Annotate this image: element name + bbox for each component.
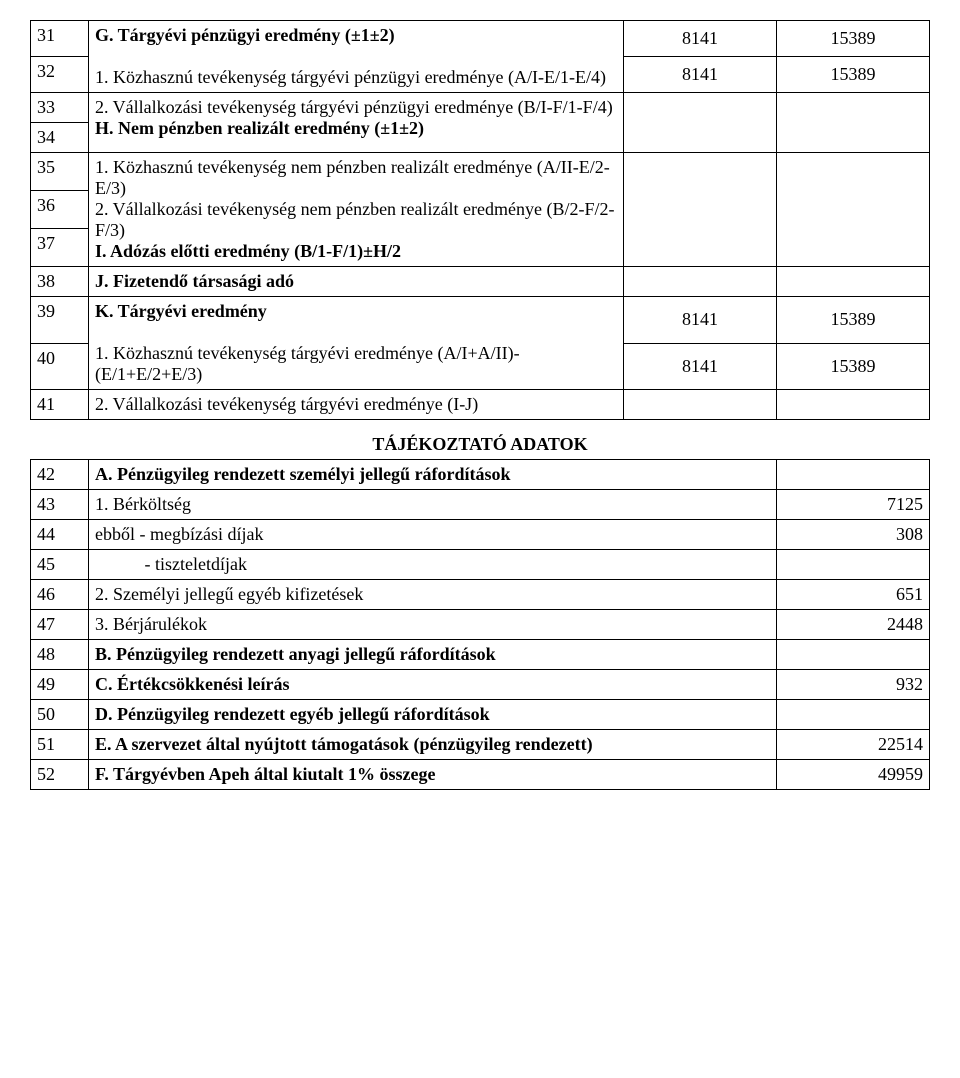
row-value [777,700,930,730]
row-value: 932 [777,670,930,700]
row-desc: 2. Személyi jellegű egyéb kifizetések [89,580,777,610]
table-row: 35 1. Közhasznú tevékenység nem pénzben … [31,153,930,191]
row-number: 45 [31,550,89,580]
row-number: 35 [31,153,89,191]
row-desc: F. Tárgyévben Apeh által kiutalt 1% össz… [89,760,777,790]
table-row: 44 ebből - megbízási díjak 308 [31,520,930,550]
row-desc: B. Pénzügyileg rendezett anyagi jellegű … [89,640,777,670]
row-value-1: 8141 [624,297,777,344]
row-desc: 2. Vállalkozási tevékenység nem pénzben … [95,199,614,240]
row-value-2: 15389 [777,297,930,344]
table-row: 33 2. Vállalkozási tevékenység tárgyévi … [31,93,930,123]
row-number: 34 [31,123,89,153]
row-number: 50 [31,700,89,730]
table-row: 45 - tiszteletdíjak [31,550,930,580]
row-value-2 [777,93,930,153]
table-row: 46 2. Személyi jellegű egyéb kifizetések… [31,580,930,610]
row-desc: K. Tárgyévi eredmény [95,301,267,321]
row-number: 49 [31,670,89,700]
row-desc: 2. Vállalkozási tevékenység tárgyévi ere… [89,390,624,420]
row-number: 46 [31,580,89,610]
table-row: 48 B. Pénzügyileg rendezett anyagi jelle… [31,640,930,670]
row-number: 32 [31,57,89,93]
row-desc: 1. Közhasznú tevékenység nem pénzben rea… [95,157,610,198]
row-number: 31 [31,21,89,57]
table-row: 39 K. Tárgyévi eredmény 1. Közhasznú tev… [31,297,930,344]
row-desc: J. Fizetendő társasági adó [89,267,624,297]
row-desc: C. Értékcsökkenési leírás [89,670,777,700]
row-desc: ebből - megbízási díjak [89,520,777,550]
row-number: 47 [31,610,89,640]
row-value-1: 8141 [624,343,777,390]
row-value: 22514 [777,730,930,760]
row-value: 308 [777,520,930,550]
table-row: 49 C. Értékcsökkenési leírás 932 [31,670,930,700]
row-number: 40 [31,343,89,390]
row-value [777,550,930,580]
table-row: 38 J. Fizetendő társasági adó [31,267,930,297]
section-heading-row: TÁJÉKOZTATÓ ADATOK [31,420,930,460]
row-number: 43 [31,490,89,520]
row-value-1 [624,153,777,267]
row-value-1 [624,267,777,297]
row-value-2: 15389 [777,57,930,93]
row-desc: 1. Bérköltség [89,490,777,520]
row-value-1: 8141 [624,57,777,93]
row-value-1 [624,390,777,420]
table-row: 43 1. Bérköltség 7125 [31,490,930,520]
row-number: 48 [31,640,89,670]
financial-table: 31 G. Tárgyévi pénzügyi eredmény (±1±2) … [30,20,930,790]
row-desc: G. Tárgyévi pénzügyi eredmény (±1±2) [95,25,395,45]
section-heading: TÁJÉKOZTATÓ ADATOK [372,434,587,454]
row-number: 44 [31,520,89,550]
row-value: 2448 [777,610,930,640]
row-number: 42 [31,460,89,490]
row-number: 38 [31,267,89,297]
row-number: 39 [31,297,89,344]
row-value: 651 [777,580,930,610]
row-desc: H. Nem pénzben realizált eredmény (±1±2) [95,118,424,138]
table-row: 41 2. Vállalkozási tevékenység tárgyévi … [31,390,930,420]
table-row: 52 F. Tárgyévben Apeh által kiutalt 1% ö… [31,760,930,790]
row-value-2 [777,153,930,267]
row-number: 41 [31,390,89,420]
row-desc: E. A szervezet által nyújtott támogatáso… [89,730,777,760]
row-desc: 1. Közhasznú tevékenység tárgyévi pénzüg… [95,67,606,87]
table-row: 50 D. Pénzügyileg rendezett egyéb jelleg… [31,700,930,730]
row-value: 49959 [777,760,930,790]
row-value-2: 15389 [777,21,930,57]
row-value-2 [777,267,930,297]
row-value [777,640,930,670]
table-row: 31 G. Tárgyévi pénzügyi eredmény (±1±2) … [31,21,930,57]
table-row: 51 E. A szervezet által nyújtott támogat… [31,730,930,760]
row-number: 52 [31,760,89,790]
row-value-1 [624,93,777,153]
row-desc: 1. Közhasznú tevékenység tárgyévi eredmé… [95,343,520,384]
row-number: 51 [31,730,89,760]
row-number: 36 [31,191,89,229]
row-desc: A. Pénzügyileg rendezett személyi jelleg… [89,460,777,490]
row-desc: 2. Vállalkozási tevékenység tárgyévi pén… [95,97,613,117]
row-number: 33 [31,93,89,123]
row-desc: 3. Bérjárulékok [89,610,777,640]
row-desc: I. Adózás előtti eredmény (B/1-F/1)±H/2 [95,241,401,261]
row-value [777,460,930,490]
row-desc: - tiszteletdíjak [89,550,777,580]
table-row: 42 A. Pénzügyileg rendezett személyi jel… [31,460,930,490]
row-value-1: 8141 [624,21,777,57]
row-desc: D. Pénzügyileg rendezett egyéb jellegű r… [89,700,777,730]
row-number: 37 [31,229,89,267]
row-value-2: 15389 [777,343,930,390]
row-value: 7125 [777,490,930,520]
row-value-2 [777,390,930,420]
table-row: 47 3. Bérjárulékok 2448 [31,610,930,640]
